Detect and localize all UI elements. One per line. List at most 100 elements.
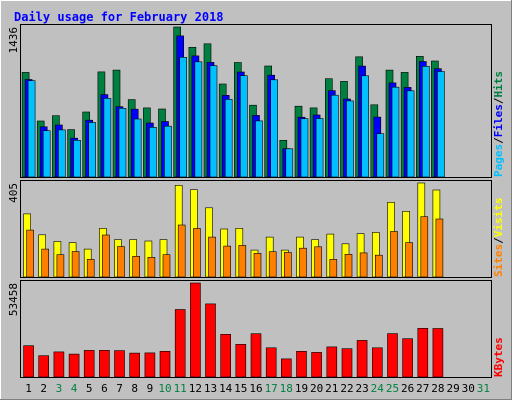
x-tick-label-day-31: 31 <box>477 382 490 395</box>
x-tick-label-day-26: 26 <box>401 382 414 395</box>
bar-sites-day-1 <box>26 229 34 278</box>
bar-kbytes-day-3 <box>53 351 65 378</box>
legend-files: Files <box>492 104 505 137</box>
bar-sites-day-3 <box>56 254 65 278</box>
x-tick-label-day-5: 5 <box>86 382 93 395</box>
bar-sites-day-24 <box>374 254 383 278</box>
bar-kbytes-day-25 <box>387 333 398 378</box>
bar-kbytes-day-8 <box>129 352 140 378</box>
bar-pages-day-14 <box>224 99 233 178</box>
bar-kbytes-day-14 <box>220 333 231 378</box>
x-tick-label-day-16: 16 <box>249 382 262 395</box>
bar-sites-day-7 <box>117 246 125 278</box>
legend-visits: Visits <box>492 198 505 238</box>
bar-pages-day-5 <box>88 122 96 178</box>
x-tick-label-day-6: 6 <box>101 382 108 395</box>
bar-sites-day-25 <box>390 231 398 278</box>
bar-kbytes-day-4 <box>68 353 80 378</box>
bar-kbytes-day-23 <box>356 340 368 378</box>
bar-kbytes-day-6 <box>99 349 110 378</box>
x-tick-label-day-28: 28 <box>431 382 444 395</box>
legend: KBytes <box>492 337 505 377</box>
bar-sites-day-8 <box>132 255 140 278</box>
x-tick-label-day-21: 21 <box>325 382 338 395</box>
bar-kbytes-day-20 <box>311 352 322 378</box>
chart-panel-3: 53458 KBytes <box>7 280 505 378</box>
bar-kbytes-day-21 <box>326 346 338 378</box>
bar-sites-day-26 <box>405 242 413 278</box>
x-tick-label-day-8: 8 <box>131 382 138 395</box>
x-tick-label-day-29: 29 <box>446 382 459 395</box>
bar-sites-day-18 <box>283 252 292 278</box>
x-tick-label-day-15: 15 <box>234 382 247 395</box>
y-axis-max-label: 405 <box>7 183 20 203</box>
bar-pages-day-2 <box>42 130 51 178</box>
y-axis-max-label: 53458 <box>7 283 20 316</box>
bar-sites-day-17 <box>268 251 277 278</box>
bar-pages-day-21 <box>330 94 339 178</box>
bar-pages-day-3 <box>58 129 66 178</box>
bar-pages-day-19 <box>300 118 309 178</box>
legend: Pages/Files/Hits <box>492 71 505 177</box>
bar-sites-day-14 <box>223 245 231 278</box>
bar-kbytes-day-17 <box>265 347 277 378</box>
bar-kbytes-day-28 <box>432 328 444 378</box>
x-tick-label-day-23: 23 <box>355 382 368 395</box>
bar-pages-day-8 <box>133 118 142 178</box>
bar-kbytes-day-27 <box>417 327 429 378</box>
bar-kbytes-day-16 <box>250 333 262 378</box>
bar-sites-day-5 <box>86 259 95 278</box>
bar-sites-day-28 <box>435 218 444 278</box>
legend-separator: / <box>492 237 505 244</box>
bar-sites-day-12 <box>193 228 201 278</box>
bar-pages-day-13 <box>209 65 218 178</box>
x-tick-label-day-19: 19 <box>295 382 308 395</box>
bar-pages-day-7 <box>118 108 127 178</box>
legend-kbytes: KBytes <box>492 337 505 377</box>
bar-sites-day-19 <box>299 247 307 278</box>
bar-pages-day-24 <box>376 133 385 178</box>
bar-sites-day-15 <box>238 245 247 278</box>
bar-kbytes-day-12 <box>190 282 201 378</box>
x-tick-label-day-11: 11 <box>174 382 187 395</box>
x-tick-label-day-20: 20 <box>310 382 323 395</box>
bar-sites-day-27 <box>420 216 429 278</box>
x-tick-label-day-30: 30 <box>462 382 475 395</box>
bar-pages-day-6 <box>103 98 112 178</box>
bar-kbytes-day-13 <box>205 303 216 378</box>
bar-sites-day-23 <box>359 252 368 278</box>
legend-sites: Sites <box>492 244 505 277</box>
bar-kbytes-day-9 <box>144 352 156 378</box>
x-tick-label-day-7: 7 <box>116 382 123 395</box>
bar-sites-day-13 <box>208 236 216 278</box>
bar-pages-day-4 <box>73 140 81 178</box>
legend-separator: / <box>492 137 505 144</box>
bar-pages-day-22 <box>346 100 354 178</box>
x-tick-label-day-13: 13 <box>204 382 217 395</box>
chart-title: Daily usage for February 2018 <box>14 10 224 24</box>
x-tick-label-day-24: 24 <box>371 382 385 395</box>
chart-panel-2: 405 Sites/Visits <box>7 180 505 278</box>
x-tick-label-day-4: 4 <box>71 382 78 395</box>
x-tick-label-day-1: 1 <box>25 382 32 395</box>
y-axis-max-label: 1436 <box>7 27 20 54</box>
bar-sites-day-10 <box>162 254 171 278</box>
x-tick-label-day-17: 17 <box>265 382 278 395</box>
x-tick-label-day-12: 12 <box>189 382 202 395</box>
bar-sites-day-21 <box>329 259 338 278</box>
x-tick-label-day-25: 25 <box>386 382 399 395</box>
bar-pages-day-17 <box>270 79 279 178</box>
bar-pages-day-18 <box>285 148 294 178</box>
bar-pages-day-11 <box>179 56 187 178</box>
bar-pages-day-23 <box>361 75 369 178</box>
legend-separator: / <box>492 97 505 104</box>
bar-pages-day-27 <box>421 66 430 178</box>
x-tick-label-day-2: 2 <box>40 382 47 395</box>
bar-kbytes-day-15 <box>235 343 247 378</box>
chart-panels: 1436Pages/Files/Hits405Sites/Visits53458… <box>7 24 505 395</box>
bar-kbytes-day-19 <box>296 350 307 378</box>
bar-kbytes-day-11 <box>174 309 186 378</box>
x-tick-label-day-14: 14 <box>219 382 233 395</box>
